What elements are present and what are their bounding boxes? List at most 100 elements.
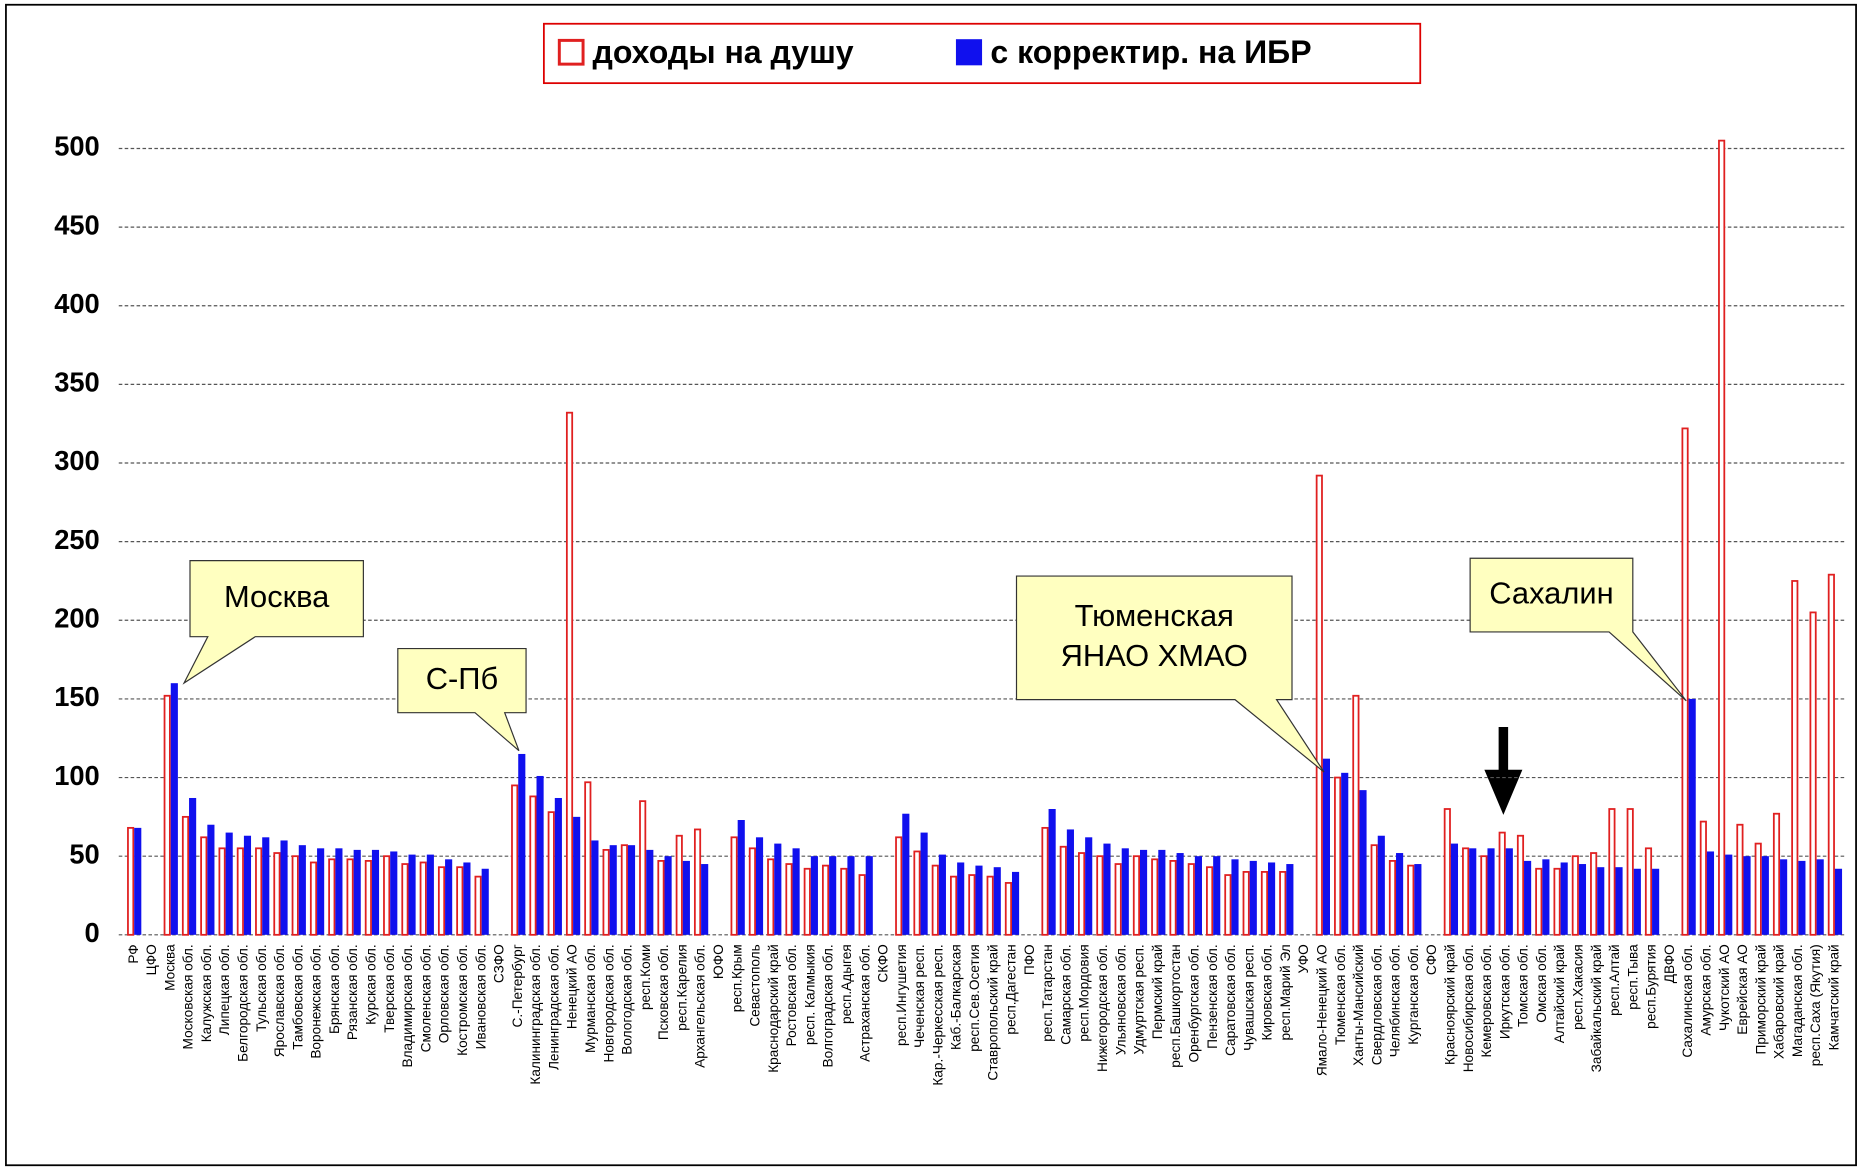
bar [1260, 871, 1269, 936]
bar [1754, 842, 1762, 936]
bar [335, 848, 343, 935]
x-tick-label: Сахалинская обл. [1680, 944, 1695, 1057]
bar [1414, 864, 1422, 935]
bar [419, 861, 427, 936]
bar [1505, 848, 1513, 935]
annotation: Сахалин [1489, 575, 1613, 610]
x-tick-label: Москва [162, 944, 177, 991]
bar [1761, 856, 1769, 935]
x-tick-label: ЮФО [711, 944, 726, 979]
bar [1718, 139, 1726, 936]
bar [938, 854, 946, 935]
arrow [1484, 726, 1523, 815]
bar [390, 851, 398, 935]
x-tick-label: Мурманская обл. [583, 944, 598, 1053]
y-tick-label: 300 [54, 445, 100, 476]
x-tick-label: респ.Адыгея [839, 944, 854, 1024]
bar [1096, 855, 1104, 936]
bar [1560, 862, 1568, 935]
bar [1377, 835, 1385, 935]
x-tick-label: Магаданская обл. [1790, 944, 1805, 1057]
bar [1169, 860, 1177, 936]
bar [474, 875, 482, 936]
x-tick-label: Владимирская обл. [400, 944, 415, 1067]
x-tick-label: Пермский край [1150, 944, 1165, 1039]
x-tick-label: Новосибирская обл. [1461, 944, 1476, 1072]
x-tick-label: Кировская обл. [1260, 944, 1275, 1040]
x-tick-label: Приморский край [1753, 944, 1768, 1054]
x-tick-label: Орловская обл. [437, 944, 452, 1043]
bar [1516, 834, 1525, 936]
bar [1206, 866, 1214, 936]
bar [1834, 868, 1843, 935]
bar [511, 784, 519, 936]
bar [445, 859, 453, 935]
bar [646, 849, 654, 935]
bar [993, 867, 1001, 935]
bar [1286, 864, 1294, 935]
bar [1066, 829, 1074, 935]
x-tick-label: респ.Коми [638, 944, 653, 1010]
x-tick-label: респ. Калмыкия [802, 944, 817, 1045]
bar [1571, 855, 1579, 936]
bar [353, 849, 361, 935]
y-tick-label: 500 [54, 131, 100, 162]
bar [1249, 860, 1257, 935]
y-tick-label: 0 [85, 917, 100, 948]
bar [1633, 868, 1641, 935]
x-tick-label: СЗФО [492, 944, 507, 983]
x-tick-label: Кемеровская обл. [1479, 944, 1494, 1057]
bar [1688, 698, 1696, 935]
bar [1791, 580, 1799, 936]
legend-label: с корректир. на ИБР [990, 34, 1311, 70]
bar [536, 775, 544, 935]
x-tick-label: СКФО [876, 944, 891, 982]
bar [785, 863, 793, 936]
x-tick-label: Курганская обл. [1406, 944, 1421, 1044]
x-tick-label: УФО [1296, 944, 1311, 973]
bar [1736, 823, 1744, 936]
bar [1743, 856, 1751, 935]
x-tick-label: Забайкальский край [1589, 944, 1604, 1072]
bar [364, 860, 372, 936]
x-tick-label: Омская обл. [1534, 944, 1549, 1022]
bar [547, 811, 555, 936]
bar [236, 847, 244, 936]
x-tick-label: Псковская обл. [656, 944, 671, 1040]
x-tick-label: Ненецкий АО [565, 944, 580, 1029]
bar [456, 866, 464, 936]
bar [218, 847, 226, 936]
bar [529, 795, 537, 936]
annotation: Тюменская [1075, 598, 1234, 633]
x-tick-label: Саратовская обл. [1223, 944, 1238, 1056]
x-tick-label: Белгородская обл. [236, 944, 251, 1062]
bar [591, 840, 599, 935]
bar [639, 800, 647, 936]
bar [1322, 758, 1330, 935]
legend-swatch [955, 39, 983, 66]
bar [1059, 845, 1067, 936]
bar [609, 845, 617, 935]
x-tick-label: РФ [126, 944, 141, 963]
bar [895, 836, 903, 936]
bar [620, 844, 628, 936]
bar [573, 816, 581, 935]
x-tick-label: Курская обл. [364, 944, 379, 1025]
bar [1681, 427, 1689, 936]
x-tick-label: респ.Сев.Осетия [967, 944, 982, 1051]
x-tick-label: ПФО [1022, 944, 1037, 975]
bar [1578, 864, 1587, 935]
x-tick-label: Брянская обл. [327, 944, 342, 1034]
bar [1644, 847, 1653, 936]
x-tick-label: СФО [1424, 944, 1439, 975]
bar [1535, 867, 1543, 936]
bar [225, 832, 233, 935]
bar [207, 824, 215, 935]
bar [931, 864, 939, 936]
x-tick-label: Ростовская обл. [784, 944, 799, 1046]
x-tick-label: респ.Ингушетия [894, 944, 909, 1046]
bar [1597, 867, 1605, 935]
bar [1809, 611, 1817, 936]
bar [1078, 852, 1086, 936]
bar [127, 826, 135, 936]
